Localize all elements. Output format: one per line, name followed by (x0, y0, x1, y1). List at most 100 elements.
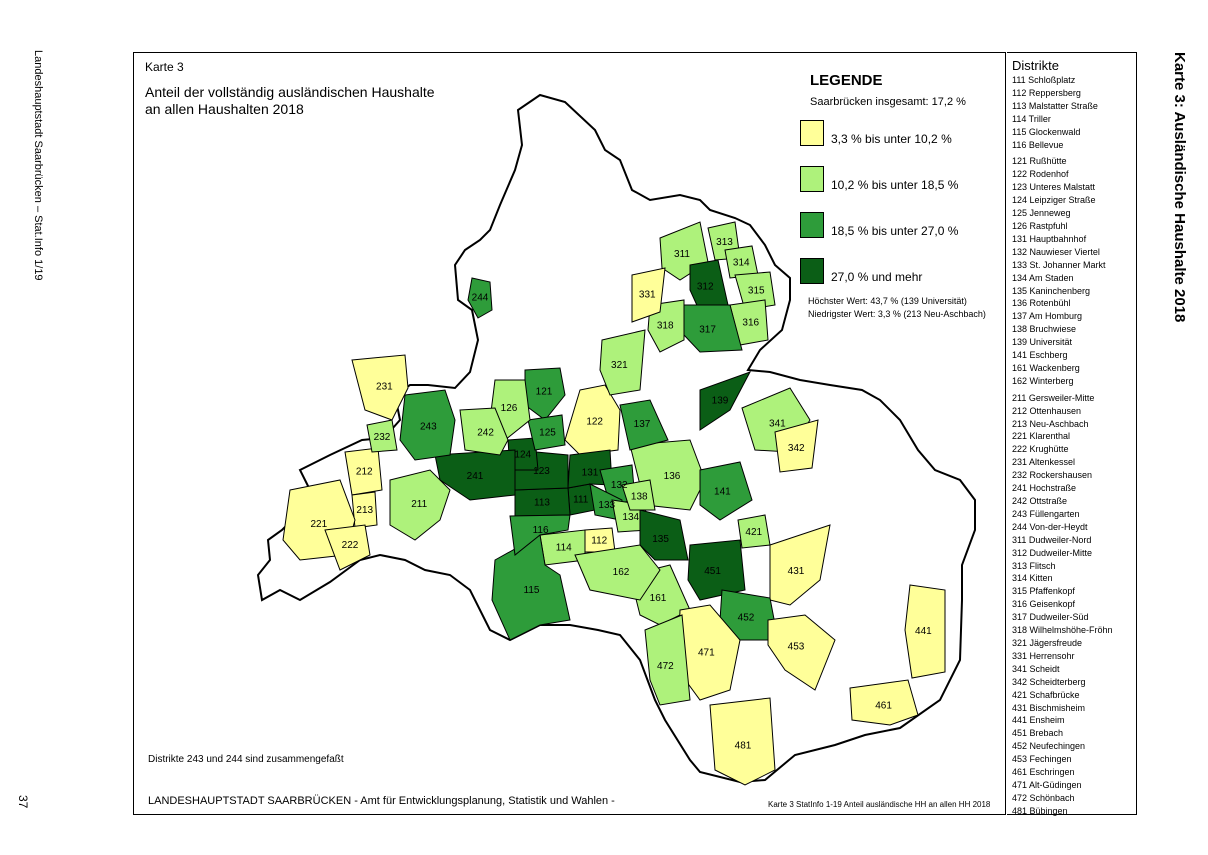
district-entry: 341 Scheidt (1012, 663, 1060, 674)
district-entry: 123 Unteres Malstatt (1012, 182, 1096, 193)
district-label-161: 161 (650, 593, 667, 604)
district-entry: 451 Brebach (1012, 728, 1064, 739)
district-entry: 243 Füllengarten (1012, 508, 1080, 519)
district-entry: 124 Leipziger Straße (1012, 195, 1096, 206)
district-label-315: 315 (748, 286, 765, 297)
district-label-311: 311 (674, 249, 690, 260)
district-entry: 313 Flitsch (1012, 560, 1056, 571)
legend-item: 27,0 % und mehr (800, 258, 1010, 288)
district-entry: 213 Neu-Aschbach (1012, 418, 1089, 429)
legend-item: 10,2 % bis unter 18,5 % (800, 166, 1010, 196)
district-area-243 (399, 389, 456, 461)
districts-panel (1007, 52, 1137, 815)
district-label-162: 162 (613, 567, 630, 578)
district-area-116 (509, 514, 571, 556)
legend-max: Höchster Wert: 43,7 % (139 Universität) (808, 296, 967, 306)
district-area-452 (719, 589, 779, 641)
district-label-115: 115 (524, 585, 540, 596)
district-entry: 136 Rotenbühl (1012, 298, 1071, 309)
district-entry: 318 Wilhelmshöhe-Fröhn (1012, 625, 1113, 636)
district-entry: 111 Schloßplatz (1012, 75, 1076, 85)
district-area-162 (574, 544, 661, 601)
district-area-125 (527, 414, 566, 451)
district-label-243: 243 (420, 422, 437, 433)
legend-swatch (800, 166, 824, 192)
legend-min: Niedrigster Wert: 3,3 % (213 Neu-Aschbac… (808, 309, 986, 319)
district-label-213: 213 (356, 505, 373, 516)
district-entry: 125 Jenneweg (1012, 208, 1071, 219)
district-area-441 (904, 584, 946, 679)
district-area-137 (619, 399, 669, 451)
district-label-136: 136 (664, 471, 681, 482)
district-label-242: 242 (477, 428, 494, 439)
district-label-471: 471 (698, 648, 715, 659)
district-area-431 (769, 524, 831, 606)
district-label-431: 431 (788, 566, 805, 577)
map-number: Karte 3 (145, 60, 184, 74)
district-label-317: 317 (699, 324, 716, 335)
district-label-472: 472 (657, 661, 674, 672)
district-entry: 211 Gersweiler-Mitte (1012, 392, 1095, 403)
district-label-312: 312 (697, 281, 714, 292)
district-label-232: 232 (374, 432, 391, 443)
district-entry: 244 Von-der-Heydt (1012, 521, 1088, 532)
district-label-141: 141 (714, 486, 731, 497)
district-entry: 242 Ottstraße (1012, 496, 1068, 506)
district-entry: 461 Eschringen (1012, 767, 1075, 778)
district-label-231: 231 (376, 382, 393, 393)
legend-label: 10,2 % bis unter 18,5 % (831, 178, 959, 192)
district-entry: 131 Hauptbahnhof (1012, 233, 1087, 244)
district-entry: 421 Schafbrücke (1012, 689, 1080, 700)
district-entry: 317 Dudweiler-Süd (1012, 612, 1089, 623)
district-entry: 222 Krughütte (1012, 444, 1069, 455)
legend-title: LEGENDE (810, 72, 883, 89)
district-label-453: 453 (788, 642, 805, 653)
district-label-112: 112 (591, 536, 607, 547)
district-area-231 (351, 354, 409, 421)
legend-swatch (800, 120, 824, 146)
district-entry: 342 Scheidterberg (1012, 676, 1086, 687)
district-entry: 135 Kaninchenberg (1012, 285, 1091, 296)
district-entry: 453 Fechingen (1012, 754, 1072, 765)
district-area-321 (599, 329, 646, 396)
district-entry: 113 Malstatter Straße (1012, 100, 1098, 111)
district-label-244: 244 (472, 293, 489, 304)
district-label-134: 134 (622, 512, 639, 523)
district-entry: 121 Rußhütte (1012, 156, 1067, 167)
district-entry: 316 Geisenkopf (1012, 599, 1076, 610)
district-area-232 (366, 419, 398, 453)
district-entry: 132 Nauwieser Viertel (1012, 246, 1100, 257)
district-entry: 126 Rastpfuhl (1012, 220, 1068, 231)
district-entry: 481 Bübingen (1012, 805, 1068, 816)
district-entry: 139 Universität (1012, 337, 1073, 348)
district-area-472 (644, 614, 691, 706)
district-area-141 (699, 461, 753, 521)
district-label-313: 313 (716, 237, 733, 248)
district-entry: 112 Reppersberg (1012, 87, 1081, 98)
districts-list: 111 Schloßplatz 112 Reppersberg 113 Malsta… (1012, 74, 1137, 818)
district-entry: 441 Ensheim (1012, 715, 1065, 726)
district-entry: 116 Bellevue (1012, 139, 1064, 150)
district-entry: 231 Altenkessel (1012, 457, 1076, 468)
district-area-212 (344, 447, 383, 496)
district-label-124: 124 (514, 450, 531, 461)
legend-label: 27,0 % und mehr (831, 270, 923, 284)
district-entry: 321 Jägersfreude (1012, 637, 1083, 648)
district-label-318: 318 (657, 320, 674, 331)
district-label-321: 321 (611, 360, 628, 371)
district-area-222 (324, 524, 371, 571)
legend-swatch (800, 258, 824, 284)
legend-item: 3,3 % bis unter 10,2 % (800, 120, 1010, 150)
district-entry: 221 Klarenthal (1012, 431, 1071, 442)
district-entry: 161 Wackenberg (1012, 362, 1080, 373)
district-entry: 212 Ottenhausen (1012, 405, 1082, 416)
district-area-135 (639, 509, 689, 561)
district-label-212: 212 (356, 466, 373, 477)
district-label-135: 135 (652, 534, 669, 545)
map-title-line-2: an allen Haushalten 2018 (145, 101, 304, 117)
district-label-342: 342 (788, 443, 805, 454)
district-entry: 138 Bruchwiese (1012, 324, 1077, 335)
district-area-342 (774, 419, 819, 473)
district-label-125: 125 (539, 428, 556, 439)
